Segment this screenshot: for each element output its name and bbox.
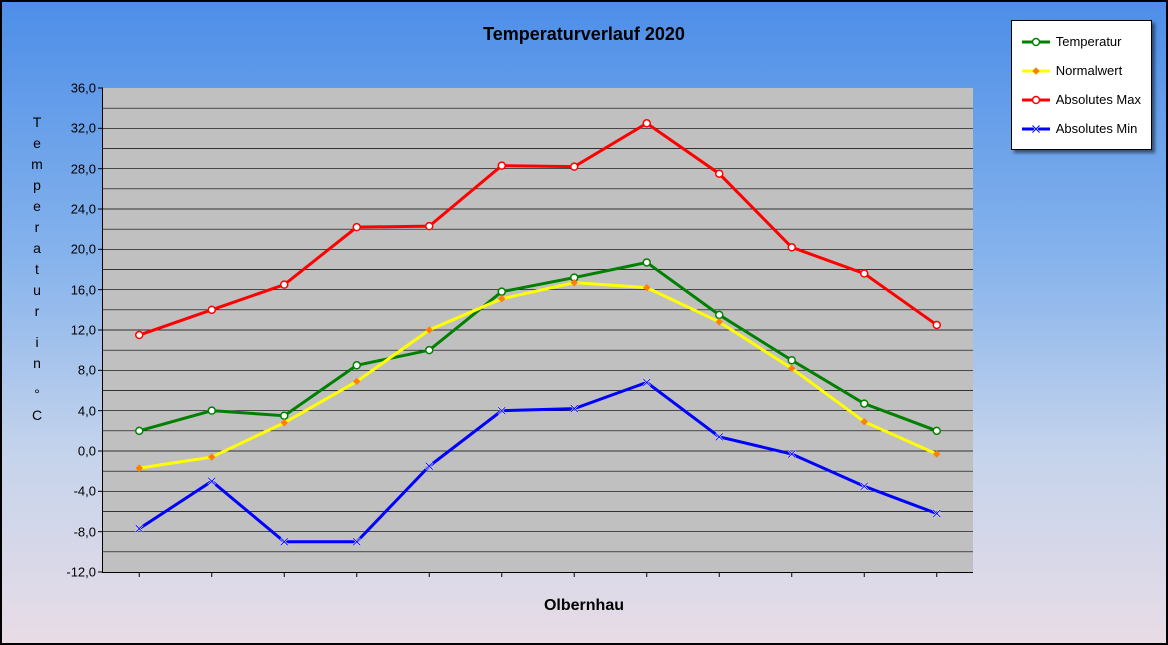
legend-label: Temperatur <box>1056 34 1122 49</box>
y-tick-label: 8,0 <box>56 363 96 378</box>
legend-label: Absolutes Min <box>1056 121 1138 136</box>
legend-item-Normalwert: Normalwert <box>1022 56 1141 85</box>
chart-container: Temperaturverlauf 2020 Temperaturin°C Te… <box>0 0 1168 645</box>
chart-title: Temperaturverlauf 2020 <box>2 24 1166 45</box>
y-tick-label: 0,0 <box>56 444 96 459</box>
y-tick-label: 24,0 <box>56 202 96 217</box>
y-tick-label: 4,0 <box>56 403 96 418</box>
y-tick-label: 36,0 <box>56 81 96 96</box>
y-tick-label: 16,0 <box>56 282 96 297</box>
legend-label: Absolutes Max <box>1056 92 1141 107</box>
y-tick-label: -12,0 <box>56 565 96 580</box>
series-Temperatur <box>139 262 937 430</box>
y-tick-label: 12,0 <box>56 323 96 338</box>
legend-item-Absolutes Max: Absolutes Max <box>1022 85 1141 114</box>
y-tick-label: 32,0 <box>56 121 96 136</box>
plot-area <box>102 88 973 573</box>
y-tick-label: -8,0 <box>56 524 96 539</box>
x-axis-label: Olbernhau <box>2 597 1166 615</box>
y-tick-label: -4,0 <box>56 484 96 499</box>
y-tick-label: 28,0 <box>56 161 96 176</box>
legend: Temperatur Normalwert Absolutes Max Absolut… <box>1011 20 1152 150</box>
legend-item-Absolutes Min: Absolutes Min <box>1022 114 1141 143</box>
y-tick-label: 20,0 <box>56 242 96 257</box>
series-Absolutes Min <box>139 382 937 541</box>
legend-label: Normalwert <box>1056 63 1122 78</box>
y-axis-label: Temperaturin°C <box>30 112 44 426</box>
legend-item-Temperatur: Temperatur <box>1022 27 1141 56</box>
